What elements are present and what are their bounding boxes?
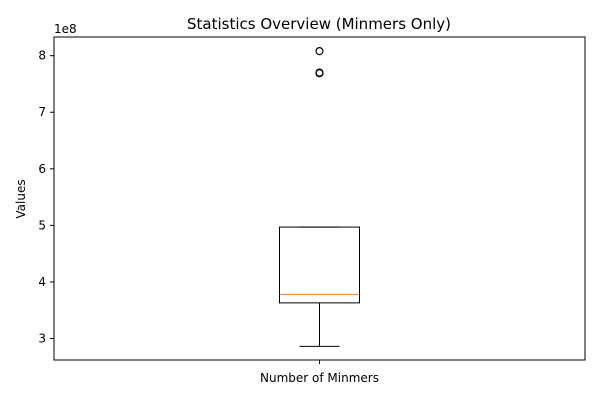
y-axis-label: Values: [14, 179, 28, 218]
chart-title: Statistics Overview (Minmers Only): [187, 15, 451, 33]
y-tick-label: 7: [38, 105, 46, 119]
y-tick-label: 3: [38, 332, 46, 346]
box-plot: [279, 47, 360, 347]
iqr-box: [279, 226, 360, 304]
plot-frame: [53, 36, 586, 361]
y-axis-ticks: 3 4 5 6 7 8: [38, 49, 54, 346]
x-tick-label: Number of Minmers: [260, 371, 379, 385]
outlier-point: [315, 68, 324, 77]
y-tick-label: 8: [38, 49, 46, 63]
y-tick-label: 6: [38, 162, 46, 176]
outlier-point: [315, 47, 324, 56]
y-tick-label: 5: [38, 218, 46, 232]
x-axis-ticks: Number of Minmers: [260, 360, 379, 385]
y-tick-label: 4: [38, 275, 46, 289]
y-offset-label: 1e8: [54, 22, 77, 36]
